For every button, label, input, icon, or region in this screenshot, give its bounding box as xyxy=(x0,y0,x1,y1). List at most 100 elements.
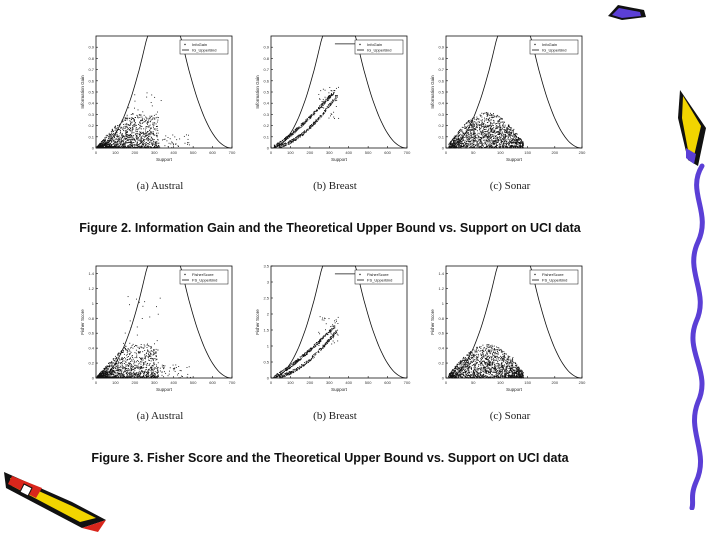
fig2-sonar-point xyxy=(513,140,515,142)
fig2-sonar-point xyxy=(498,130,500,132)
fig2-breast-point xyxy=(280,144,282,146)
fig2-sonar-point xyxy=(513,142,515,143)
fig2-sonar-point xyxy=(469,126,471,128)
fig3-austral-point xyxy=(136,375,138,377)
fig2-breast-point xyxy=(302,124,304,126)
fig2-breast-point xyxy=(311,124,313,126)
fig2-sonar-point xyxy=(461,144,463,146)
fig2-austral-point xyxy=(135,141,137,143)
fig3-austral-point xyxy=(150,353,152,355)
fig2-breast-point xyxy=(282,140,284,142)
fig2-sonar-point xyxy=(486,146,488,148)
fig2-sonar-point xyxy=(492,132,494,134)
fig2-sonar-point xyxy=(477,121,479,123)
fig2-sonar-point xyxy=(504,131,506,133)
fig3-austral-point xyxy=(137,375,139,377)
fig2-sonar-point xyxy=(460,140,462,142)
fig3-austral-point xyxy=(157,368,159,370)
fig3-austral-point xyxy=(117,366,119,368)
fig2-austral-point xyxy=(130,144,132,146)
fig2-austral-point xyxy=(107,145,109,147)
fig3-austral-point xyxy=(110,365,112,367)
fig2-sonar-point xyxy=(493,134,495,136)
fig2-sonar-point xyxy=(490,147,492,149)
fig2-sonar-point xyxy=(492,128,494,130)
fig2-sonar-point xyxy=(484,139,486,141)
fig2-austral-point xyxy=(123,147,125,149)
fig2-sonar-point xyxy=(504,130,506,131)
fig3-austral-point xyxy=(138,368,140,370)
fig2-sonar-point xyxy=(486,144,488,146)
fig2-sonar-point xyxy=(482,136,484,138)
fig2-austral-point xyxy=(112,143,114,145)
fig2-austral-point xyxy=(150,117,151,119)
fig2-sonar-point xyxy=(501,129,503,131)
fig2-sonar-point xyxy=(476,140,477,142)
fig2-austral-point xyxy=(137,137,139,139)
fig2-austral-point xyxy=(115,146,117,148)
fig2-austral-point xyxy=(100,141,102,143)
fig2-sonar-point xyxy=(512,146,513,148)
fig2-sonar-point xyxy=(450,144,452,146)
fig3-austral-point xyxy=(151,374,153,376)
fig2-sonar-point xyxy=(509,134,510,136)
fig2-austral-point xyxy=(150,120,151,122)
fig2-sonar-point xyxy=(516,136,518,138)
fig2-austral-point xyxy=(115,125,116,127)
fig3-austral-point xyxy=(122,376,124,378)
fig2-sonar-point xyxy=(473,117,475,119)
fig2-sonar-point xyxy=(498,131,500,133)
fig3-austral-point xyxy=(132,358,134,360)
fig2-breast-point xyxy=(319,98,321,100)
fig2-sonar-point xyxy=(491,117,493,119)
fig2-austral-point xyxy=(150,127,151,129)
fig2-austral-point xyxy=(117,146,119,148)
fig2-sonar-point xyxy=(470,143,472,145)
fig2-sonar-point xyxy=(472,123,474,125)
fig2-sonar-point xyxy=(490,128,491,129)
fig2-sonar-point xyxy=(516,141,518,143)
fig2-austral-point xyxy=(152,144,153,146)
fig2-austral-point xyxy=(99,143,101,145)
fig3-austral-point xyxy=(125,349,127,350)
fig2-austral-point xyxy=(104,141,106,143)
fig3-austral-point xyxy=(144,370,146,372)
fig2-breast-point xyxy=(313,122,315,124)
fig2-sonar-upper-bound-curve xyxy=(445,35,583,149)
fig2-sonar-point xyxy=(491,137,492,139)
fig2-austral-point xyxy=(131,144,133,146)
fig2-austral-point xyxy=(155,141,157,143)
fig2-sonar-point xyxy=(467,143,469,145)
fig2-sonar-point xyxy=(465,147,467,149)
fig2-sonar-point xyxy=(501,134,503,136)
fig3-austral-point xyxy=(116,367,118,369)
fig2-austral-ytick-label: 0.4 xyxy=(88,101,94,106)
fig2-austral-point xyxy=(98,146,100,148)
fig2-austral-point xyxy=(124,127,126,129)
fig2-sonar-point xyxy=(479,139,480,141)
fig3-austral-point xyxy=(150,366,152,368)
fig3-austral-point xyxy=(122,357,124,359)
fig3-austral-point xyxy=(105,366,107,368)
fig3-austral-point xyxy=(119,365,121,367)
fig2-austral-point xyxy=(100,144,102,146)
fig2-sonar-point xyxy=(453,137,455,139)
fig2-sonar-point xyxy=(487,137,489,139)
fig2-sonar-point xyxy=(453,147,455,149)
fig2-austral-point xyxy=(113,133,115,135)
fig3-austral-point xyxy=(116,356,118,358)
fig2-austral-point xyxy=(120,132,121,133)
fig3-austral-point xyxy=(109,376,110,378)
fig2-austral-point xyxy=(142,122,144,124)
fig2-breast-point xyxy=(335,95,336,97)
fig2-austral-point xyxy=(132,138,134,140)
fig2-breast-point xyxy=(332,101,334,103)
fig2-sonar-point xyxy=(502,118,503,120)
fig2-sonar-point xyxy=(487,144,489,146)
fig2-sonar-point xyxy=(491,139,493,141)
fig2-austral-point xyxy=(119,139,121,141)
fig3-austral-point xyxy=(126,351,128,353)
fig2-austral-point xyxy=(164,138,166,140)
fig2-austral-point xyxy=(130,118,132,120)
fig2-sonar-point xyxy=(502,124,504,126)
